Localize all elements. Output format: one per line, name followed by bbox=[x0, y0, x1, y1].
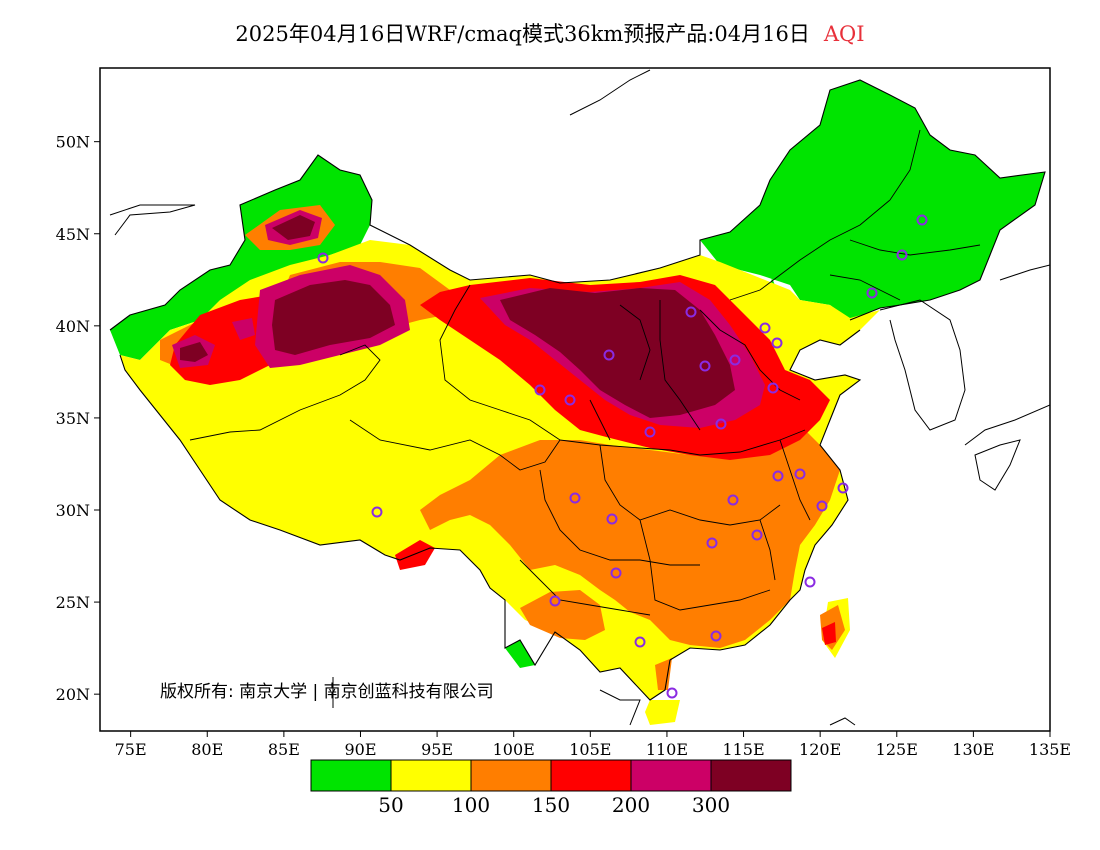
city-marker bbox=[549, 595, 561, 607]
lat-tick-label: 30N bbox=[56, 501, 90, 520]
city-marker bbox=[666, 687, 678, 699]
city-marker bbox=[727, 494, 739, 506]
legend-label: 200 bbox=[612, 793, 650, 817]
longitude-axis: 75E 80E 85E 90E 95E 100E 105E 110E 115E 120E 125E 1… bbox=[115, 731, 1071, 759]
lon-tick-label: 115E bbox=[722, 740, 764, 759]
lon-tick-label: 95E bbox=[421, 740, 453, 759]
city-marker bbox=[804, 576, 816, 588]
copyright-text: 版权所有: 南京大学 | 南京创蓝科技有限公司 bbox=[160, 682, 494, 702]
lat-tick-label: 45N bbox=[56, 225, 90, 244]
city-marker bbox=[634, 636, 646, 648]
lon-tick-label: 90E bbox=[344, 740, 376, 759]
lon-tick-label: 75E bbox=[115, 740, 147, 759]
legend-swatch bbox=[470, 759, 552, 792]
latitude-axis: 20N 25N 30N 35N 40N 45N 50N bbox=[56, 133, 100, 704]
city-marker bbox=[706, 537, 718, 549]
legend-swatch bbox=[390, 759, 472, 792]
city-marker bbox=[569, 492, 581, 504]
city-marker bbox=[644, 426, 656, 438]
title-main: 2025年04月16日WRF/cmaq模式36km预报产品:04月16日 bbox=[235, 22, 810, 46]
lon-tick-label: 105E bbox=[569, 740, 611, 759]
lon-tick-label: 125E bbox=[876, 740, 918, 759]
city-marker bbox=[371, 506, 383, 518]
aqi-legend: 50 100 150 200 300 bbox=[310, 759, 792, 817]
city-marker bbox=[816, 500, 828, 512]
city-marker bbox=[715, 418, 727, 430]
title-variable: AQI bbox=[823, 22, 865, 46]
lat-tick-label: 35N bbox=[56, 409, 90, 428]
city-marker bbox=[794, 468, 806, 480]
city-marker bbox=[710, 630, 722, 642]
city-marker bbox=[317, 252, 329, 264]
legend-swatch bbox=[550, 759, 632, 792]
city-marker bbox=[916, 214, 928, 226]
map-title: 2025年04月16日WRF/cmaq模式36km预报产品:04月16日 AQI bbox=[0, 18, 1100, 48]
city-markers bbox=[317, 214, 928, 699]
lat-tick-label: 20N bbox=[56, 685, 90, 704]
lon-tick-label: 85E bbox=[268, 740, 300, 759]
legend-swatch bbox=[310, 759, 392, 792]
lat-tick-label: 25N bbox=[56, 593, 90, 612]
lon-tick-label: 80E bbox=[191, 740, 223, 759]
city-marker bbox=[759, 322, 771, 334]
legend-label: 100 bbox=[452, 793, 490, 817]
aqi-field-hazardous bbox=[180, 215, 735, 418]
city-marker bbox=[767, 382, 779, 394]
city-marker bbox=[866, 287, 878, 299]
city-marker bbox=[534, 384, 546, 396]
lat-tick-label: 40N bbox=[56, 317, 90, 336]
city-marker bbox=[603, 349, 615, 361]
city-marker bbox=[606, 513, 618, 525]
lon-tick-label: 120E bbox=[799, 740, 841, 759]
city-marker bbox=[699, 360, 711, 372]
lon-tick-label: 130E bbox=[952, 740, 994, 759]
city-marker bbox=[771, 337, 783, 349]
lon-tick-label: 110E bbox=[646, 740, 688, 759]
legend-swatch bbox=[710, 759, 792, 792]
map-plot-area: 版权所有: 南京大学 | 南京创蓝科技有限公司 bbox=[109, 69, 1050, 726]
city-marker bbox=[772, 470, 784, 482]
city-marker bbox=[896, 249, 908, 261]
lon-tick-label: 135E bbox=[1029, 740, 1071, 759]
city-marker bbox=[837, 482, 849, 494]
city-marker bbox=[610, 567, 622, 579]
neighbor-coastlines bbox=[109, 69, 1050, 726]
legend-swatch bbox=[630, 759, 712, 792]
country-boundary bbox=[109, 79, 1046, 701]
city-marker bbox=[729, 354, 741, 366]
province-boundaries bbox=[189, 129, 981, 616]
city-marker bbox=[685, 306, 697, 318]
legend-label: 150 bbox=[532, 793, 570, 817]
city-marker bbox=[751, 529, 763, 541]
legend-label: 300 bbox=[692, 793, 730, 817]
lat-tick-label: 50N bbox=[56, 133, 90, 152]
lon-tick-label: 100E bbox=[493, 740, 535, 759]
city-marker bbox=[564, 394, 576, 406]
legend-label: 50 bbox=[378, 793, 403, 817]
map-frame bbox=[99, 67, 1051, 732]
